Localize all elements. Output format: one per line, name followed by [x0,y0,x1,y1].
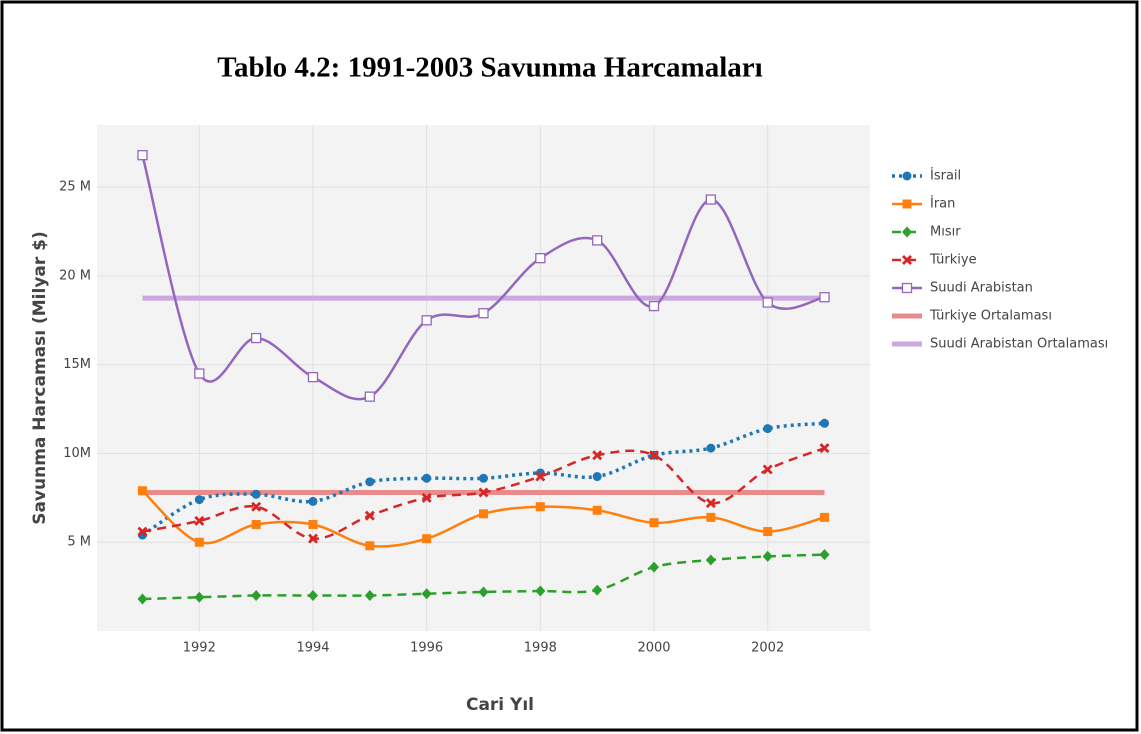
marker [705,194,717,205]
marker [762,550,773,562]
marker [421,588,432,600]
marker [194,495,204,505]
marker [762,464,773,475]
marker [137,150,148,161]
marker [194,515,205,526]
y-tick-label: 15M [63,357,91,372]
marker [820,418,830,428]
marker [819,549,830,561]
marker [819,292,830,303]
marker [535,585,546,597]
marker [820,512,830,522]
x-tick-label: 2000 [637,641,670,656]
marker [251,589,262,601]
marker [194,368,205,379]
marker [308,496,318,506]
marker [308,519,318,529]
x-tick-label: 2002 [751,641,784,656]
legend-label: İsrail [930,168,961,184]
y-tick-label: 20 M [59,268,91,283]
marker [251,489,261,499]
marker [763,527,773,537]
legend-label: Türkiye Ortalaması [929,309,1052,324]
marker [648,300,660,312]
marker [364,510,375,521]
marker [422,473,432,483]
marker [535,502,545,512]
marker [365,477,375,487]
plot-area [97,125,870,631]
marker [478,308,489,319]
marker [365,541,375,551]
marker [592,505,602,515]
marker [902,226,912,238]
marker [250,332,262,344]
chart-title: Tablo 4.2: 1991-2003 Savunma Harcamaları [217,52,762,84]
marker [194,537,204,547]
marker [592,235,603,246]
marker [194,591,205,603]
marker [649,518,659,528]
marker [422,534,432,544]
marker [592,450,603,461]
y-tick-label: 5 M [67,535,91,550]
x-tick-label: 1992 [183,641,216,656]
marker [251,501,262,512]
marker [649,561,660,573]
marker [902,171,912,181]
marker [819,443,830,454]
marker [479,509,488,519]
marker [137,593,148,605]
marker [364,391,375,402]
legend-label: İran [930,196,955,212]
legend-label: Mısır [930,225,961,240]
marker [705,554,716,566]
y-axis-label: Savunma Harcaması (Milyar $) [30,231,50,525]
marker [479,473,488,483]
x-tick-label: 1998 [524,641,557,656]
marker [535,471,546,482]
marker [307,589,318,601]
marker [251,519,261,529]
marker [364,589,375,601]
marker [902,199,912,209]
legend-label: Türkiye [929,253,977,268]
marker [705,498,716,509]
marker [421,315,432,326]
legend-label: Suudi Arabistan [930,281,1033,296]
marker [902,255,912,265]
marker [535,253,546,264]
marker [592,472,602,482]
x-axis-label: Cari Yıl [466,695,534,715]
marker [649,450,660,461]
legend-label: Suudi Arabistan Ortalaması [930,337,1108,352]
marker [706,443,716,453]
marker [478,487,489,498]
marker [137,526,148,537]
marker [706,512,716,522]
marker [763,424,773,434]
marker [901,282,913,294]
x-tick-label: 1996 [410,641,443,656]
y-tick-label: 25 M [59,180,91,195]
marker [307,533,318,544]
marker [307,371,319,383]
marker [478,586,489,598]
y-tick-label: 10M [63,446,91,461]
marker [421,492,432,503]
x-tick-label: 1994 [296,641,329,656]
marker [137,486,147,496]
marker [592,584,603,596]
marker [762,297,773,308]
